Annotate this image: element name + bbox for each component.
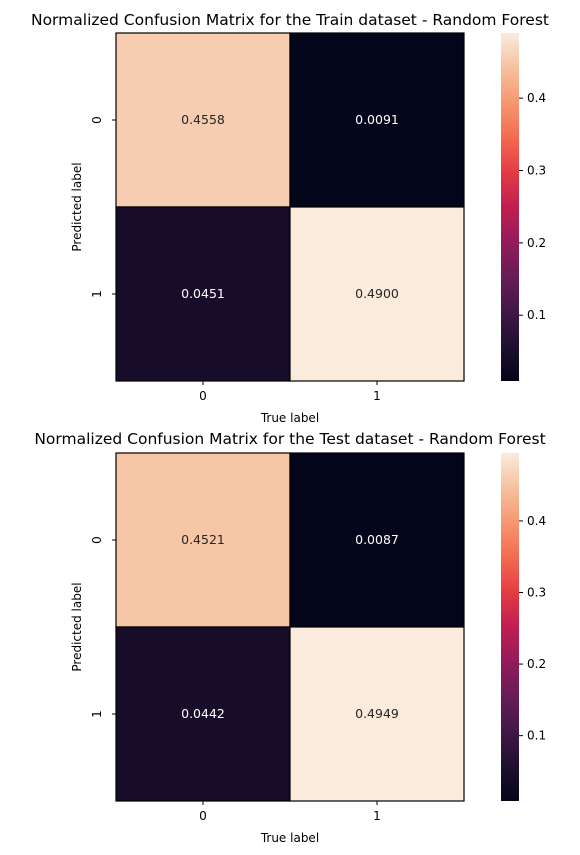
y-tick-label: 0	[90, 116, 104, 124]
colorbar-tick-label: 0.4	[527, 91, 546, 105]
colorbar-tick-label: 0.3	[527, 163, 546, 177]
chart-title: Normalized Confusion Matrix for the Trai…	[31, 11, 549, 29]
heatmap-cell	[289, 452, 465, 628]
cell-value-label: 0.0451	[181, 286, 225, 301]
colorbar-tick-label: 0.2	[527, 236, 546, 250]
colorbar	[501, 33, 519, 381]
heatmap-cell	[289, 626, 465, 802]
x-axis-label: True label	[260, 831, 319, 845]
heatmap-cell	[289, 206, 465, 382]
heatmap-cell	[289, 32, 465, 208]
x-tick-label: 0	[199, 809, 207, 823]
colorbar-tick-label: 0.1	[527, 729, 546, 743]
y-tick-label: 1	[90, 710, 104, 718]
cell-value-label: 0.4900	[355, 286, 399, 301]
colorbar-tick-label: 0.1	[527, 308, 546, 322]
heatmap-panel-train: Normalized Confusion Matrix for the Trai…	[31, 11, 549, 425]
heatmap-cell	[115, 32, 291, 208]
x-axis-label: True label	[260, 411, 319, 425]
y-axis-label: Predicted label	[70, 582, 84, 671]
y-tick-label: 0	[90, 536, 104, 544]
x-tick-label: 1	[373, 809, 381, 823]
chart-title: Normalized Confusion Matrix for the Test…	[34, 430, 545, 448]
cell-value-label: 0.4949	[355, 706, 399, 721]
colorbar-tick-label: 0.2	[527, 657, 546, 671]
heatmap-cell	[115, 626, 291, 802]
colorbar-tick-label: 0.4	[527, 514, 546, 528]
colorbar	[501, 453, 519, 801]
y-axis-label: Predicted label	[70, 162, 84, 251]
cell-value-label: 0.0442	[181, 706, 225, 721]
heatmap-panel-test: Normalized Confusion Matrix for the Test…	[34, 430, 546, 845]
y-tick-label: 1	[90, 290, 104, 298]
x-tick-label: 1	[373, 389, 381, 403]
x-tick-label: 0	[199, 389, 207, 403]
cell-value-label: 0.0087	[355, 532, 399, 547]
heatmap-cell	[115, 206, 291, 382]
cell-value-label: 0.4521	[181, 532, 225, 547]
cell-value-label: 0.4558	[181, 112, 225, 127]
cell-value-label: 0.0091	[355, 112, 399, 127]
colorbar-tick-label: 0.3	[527, 586, 546, 600]
